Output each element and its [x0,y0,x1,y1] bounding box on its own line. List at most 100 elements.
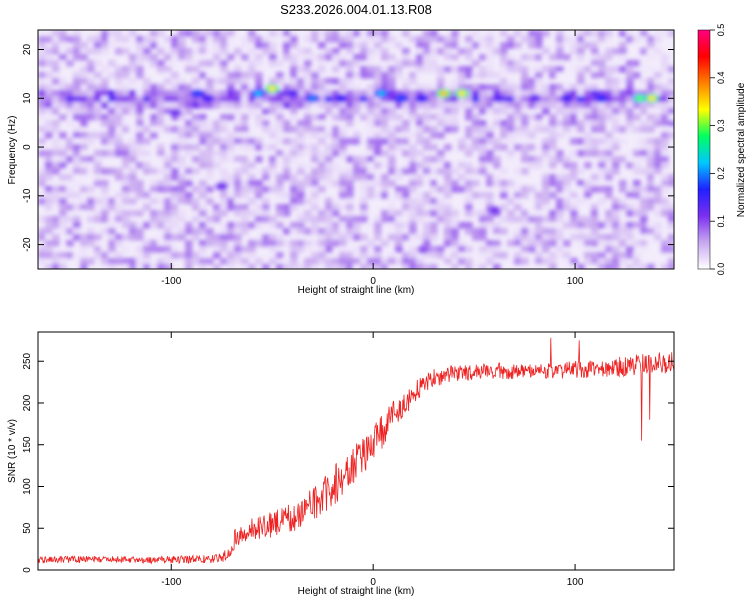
heatmap-cell [94,96,102,103]
heatmap-cell [381,126,389,133]
heatmap-cell [640,210,648,217]
heatmap-cell [661,180,669,187]
heatmap-cell [465,42,473,49]
heatmap-cell [430,42,438,49]
heatmap-cell [577,72,585,79]
heatmap-cell [199,120,207,127]
heatmap-cell [318,30,326,37]
heatmap-cell [668,246,674,253]
heatmap-cell [115,204,123,211]
heatmap-cell [465,48,473,55]
heatmap-cell [500,66,508,73]
heatmap-cell [38,180,46,187]
heatmap-cell [164,186,172,193]
heatmap-cell [108,72,116,79]
heatmap-cell [332,264,340,269]
heatmap-cell [479,156,487,163]
heatmap-cell [38,36,46,43]
heatmap-cell [647,102,655,109]
heatmap-cell [486,30,494,37]
heatmap-cell [171,234,179,241]
heatmap-cell [220,96,228,103]
heatmap-cell [423,180,431,187]
heatmap-cell [122,180,130,187]
heatmap-cell [556,252,564,259]
heatmap-cell [633,162,641,169]
heatmap-cell [514,234,522,241]
heatmap-cell [73,222,81,229]
heatmap-cell [269,48,277,55]
heatmap-cell [395,222,403,229]
heatmap-cell [213,120,221,127]
heatmap-cell [619,120,627,127]
heatmap-cell [213,216,221,223]
heatmap-cell [521,210,529,217]
heatmap-cell [318,114,326,121]
heatmap-cell [38,252,46,259]
heatmap-cell [241,138,249,145]
heatmap-cell [556,204,564,211]
heatmap-cell [430,210,438,217]
heatmap-cell [472,180,480,187]
heatmap-cell [115,114,123,121]
heatmap-cell [73,234,81,241]
heatmap-cell [486,198,494,205]
heatmap-cell [164,48,172,55]
heatmap-cell [535,30,543,37]
heatmap-cell [59,60,67,67]
heatmap-cell [486,180,494,187]
heatmap-cell [325,246,333,253]
heatmap-cell [269,186,277,193]
heatmap-cell [108,42,116,49]
heatmap-cell [87,138,95,145]
heatmap-cell [465,36,473,43]
heatmap-cell [451,180,459,187]
heatmap-cell [570,114,578,121]
colorbar-tick-label: 0.2 [716,167,726,180]
heatmap-cell [612,108,620,115]
heatmap-cell [437,72,445,79]
heatmap-cell [213,90,221,97]
snr-x-ticks: -100 0 100 [161,332,584,588]
heatmap-cell [542,240,550,247]
heatmap-cell [52,264,60,269]
heatmap-cell [59,48,67,55]
heatmap-cell [227,90,235,97]
heatmap-cell [290,72,298,79]
heatmap-cell [521,216,529,223]
heatmap-cell [115,66,123,73]
heatmap-cell [430,48,438,55]
heatmap-cell [437,66,445,73]
heatmap-cell [150,132,158,139]
heatmap-cell [500,48,508,55]
heatmap-cell [444,264,452,269]
heatmap-cell [500,192,508,199]
heatmap-cell [178,186,186,193]
heatmap-cell [367,162,375,169]
heatmap-cell [395,216,403,223]
heatmap-cell [115,72,123,79]
heatmap-cell [591,30,599,37]
heatmap-cell [367,114,375,121]
heatmap-cell [430,186,438,193]
heatmap-cell [577,84,585,91]
heatmap-cell [367,108,375,115]
heatmap-cell [500,132,508,139]
heatmap-cell [311,36,319,43]
heatmap-cell [640,102,648,109]
heatmap-cell [101,210,109,217]
heatmap-cell [549,138,557,145]
heatmap-cell [591,240,599,247]
heatmap-cell [80,96,88,103]
heatmap-cell [556,90,564,97]
heatmap-cell [374,138,382,145]
heatmap-cell [605,72,613,79]
heatmap-cell [395,246,403,253]
heatmap-cell [157,210,165,217]
heatmap-cell [227,102,235,109]
heatmap-y-tick-label: 20 [22,44,33,56]
heatmap-cell [122,66,130,73]
heatmap-cell [528,36,536,43]
heatmap-cell [178,162,186,169]
colorbar: 0.00.10.20.30.40.5 Normalized spectral a… [697,24,747,275]
